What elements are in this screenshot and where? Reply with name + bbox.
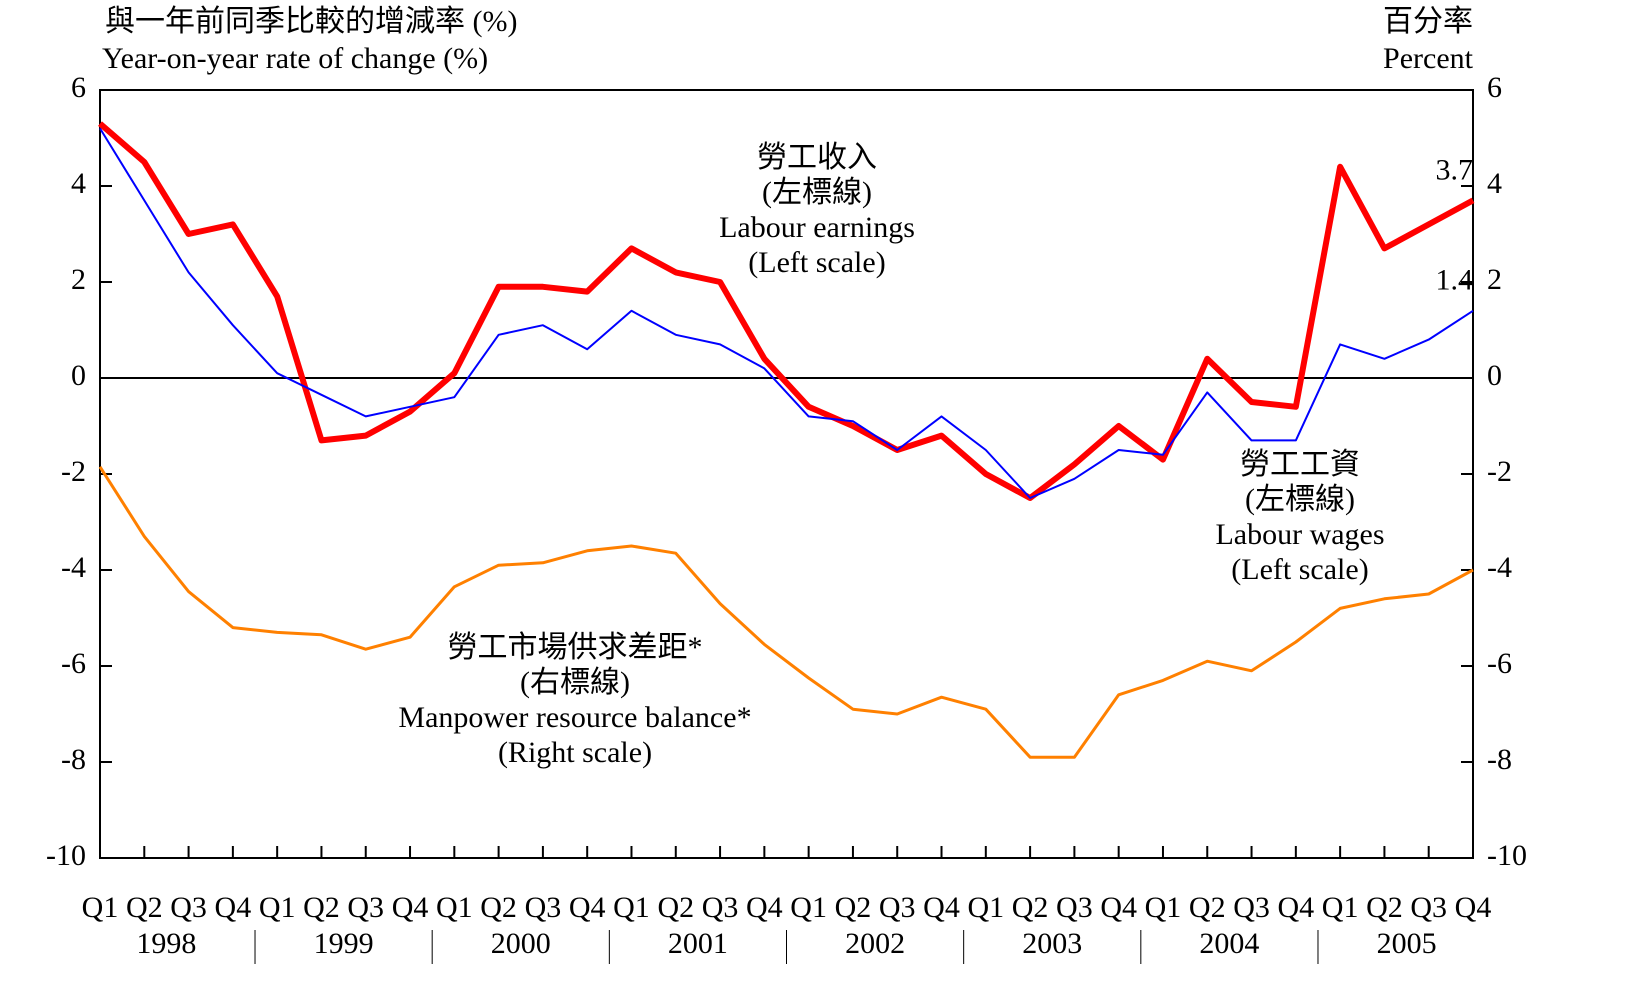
y2-tick-label: 6 — [1487, 71, 1502, 104]
x-tick-label: Q4 — [923, 891, 960, 924]
x-tick-label: Q2 — [303, 891, 340, 924]
x-tick-label: Q4 — [1455, 891, 1492, 924]
x-tick-label: Q3 — [1410, 891, 1447, 924]
y2-tick-label: -8 — [1487, 743, 1512, 776]
year-label: 2005 — [1377, 927, 1437, 960]
x-tick-label: Q1 — [613, 891, 650, 924]
series-label: (右標線) — [520, 666, 630, 699]
x-tick-label: Q1 — [790, 891, 827, 924]
y-tick-label: -10 — [46, 839, 86, 872]
y-tick-label: 6 — [71, 71, 86, 104]
x-tick-label: Q4 — [569, 891, 606, 924]
y2-tick-label: -6 — [1487, 647, 1512, 680]
series-label: (Right scale) — [498, 736, 652, 769]
x-tick-label: Q2 — [835, 891, 872, 924]
x-tick-label: Q3 — [1056, 891, 1093, 924]
y2-tick-label: 4 — [1487, 167, 1502, 200]
series-line — [98, 121, 1475, 501]
x-tick-label: Q4 — [1278, 891, 1315, 924]
y2-tick-label: -2 — [1487, 455, 1512, 488]
x-tick-label: Q1 — [967, 891, 1004, 924]
series-label: (左標線) — [762, 176, 872, 209]
y-title-zh: 與一年前同季比較的增減率 (%) — [105, 5, 517, 38]
x-tick-label: Q1 — [436, 891, 473, 924]
y2-tick-label: 0 — [1487, 359, 1502, 392]
x-tick-label: Q2 — [657, 891, 694, 924]
year-label: 1998 — [136, 927, 196, 960]
x-tick-label: Q3 — [170, 891, 207, 924]
series-label: Manpower resource balance* — [398, 701, 751, 734]
end-value-label: 3.7 — [1436, 153, 1474, 186]
y-tick-label: 2 — [71, 263, 86, 296]
year-label: 2004 — [1199, 927, 1259, 960]
series-label: Labour earnings — [719, 211, 915, 244]
y2-title: Percent — [1383, 42, 1474, 75]
x-tick-label: Q4 — [392, 891, 429, 924]
y-tick-label: -8 — [61, 743, 86, 776]
x-tick-label: Q3 — [702, 891, 739, 924]
year-label: 2003 — [1022, 927, 1082, 960]
series-line — [98, 465, 1474, 759]
x-tick-label: Q1 — [1322, 891, 1359, 924]
x-tick-label: Q2 — [1366, 891, 1403, 924]
x-tick-label: Q4 — [746, 891, 783, 924]
x-tick-label: Q3 — [347, 891, 384, 924]
x-tick-label: Q3 — [879, 891, 916, 924]
y-tick-label: -2 — [61, 455, 86, 488]
x-tick-label: Q1 — [1145, 891, 1182, 924]
series-label: 勞工工資 — [1240, 448, 1360, 481]
series-line — [99, 127, 1474, 499]
series-label: 勞工市場供求差距* — [448, 631, 703, 664]
x-tick-label: Q2 — [1189, 891, 1226, 924]
series-label: (Left scale) — [1231, 553, 1368, 586]
y2-tick-label: -10 — [1487, 839, 1527, 872]
x-tick-label: Q2 — [126, 891, 163, 924]
y-tick-label: 4 — [71, 167, 86, 200]
series-label: Labour wages — [1215, 518, 1384, 551]
y-tick-label: 0 — [71, 359, 86, 392]
end-value-label: 1.4 — [1436, 264, 1474, 297]
x-tick-label: Q1 — [259, 891, 296, 924]
x-tick-label: Q3 — [1233, 891, 1270, 924]
y2-tick-label: 2 — [1487, 263, 1502, 296]
series-label: 勞工收入 — [757, 141, 877, 174]
y-title: Year-on-year rate of change (%) — [102, 42, 488, 75]
y-tick-label: -4 — [61, 551, 86, 584]
x-tick-label: Q4 — [1100, 891, 1137, 924]
y-tick-label: -6 — [61, 647, 86, 680]
x-tick-label: Q4 — [215, 891, 252, 924]
y2-tick-label: -4 — [1487, 551, 1512, 584]
x-tick-label: Q2 — [1012, 891, 1049, 924]
x-tick-label: Q2 — [480, 891, 517, 924]
year-label: 1999 — [314, 927, 374, 960]
year-label: 2000 — [491, 927, 551, 960]
x-tick-label: Q3 — [525, 891, 562, 924]
year-label: 2001 — [668, 927, 728, 960]
series-label: (Left scale) — [748, 246, 885, 279]
y2-title-zh: 百分率 — [1383, 5, 1473, 38]
series-label: (左標線) — [1245, 483, 1355, 516]
x-tick-label: Q1 — [82, 891, 119, 924]
year-label: 2002 — [845, 927, 905, 960]
